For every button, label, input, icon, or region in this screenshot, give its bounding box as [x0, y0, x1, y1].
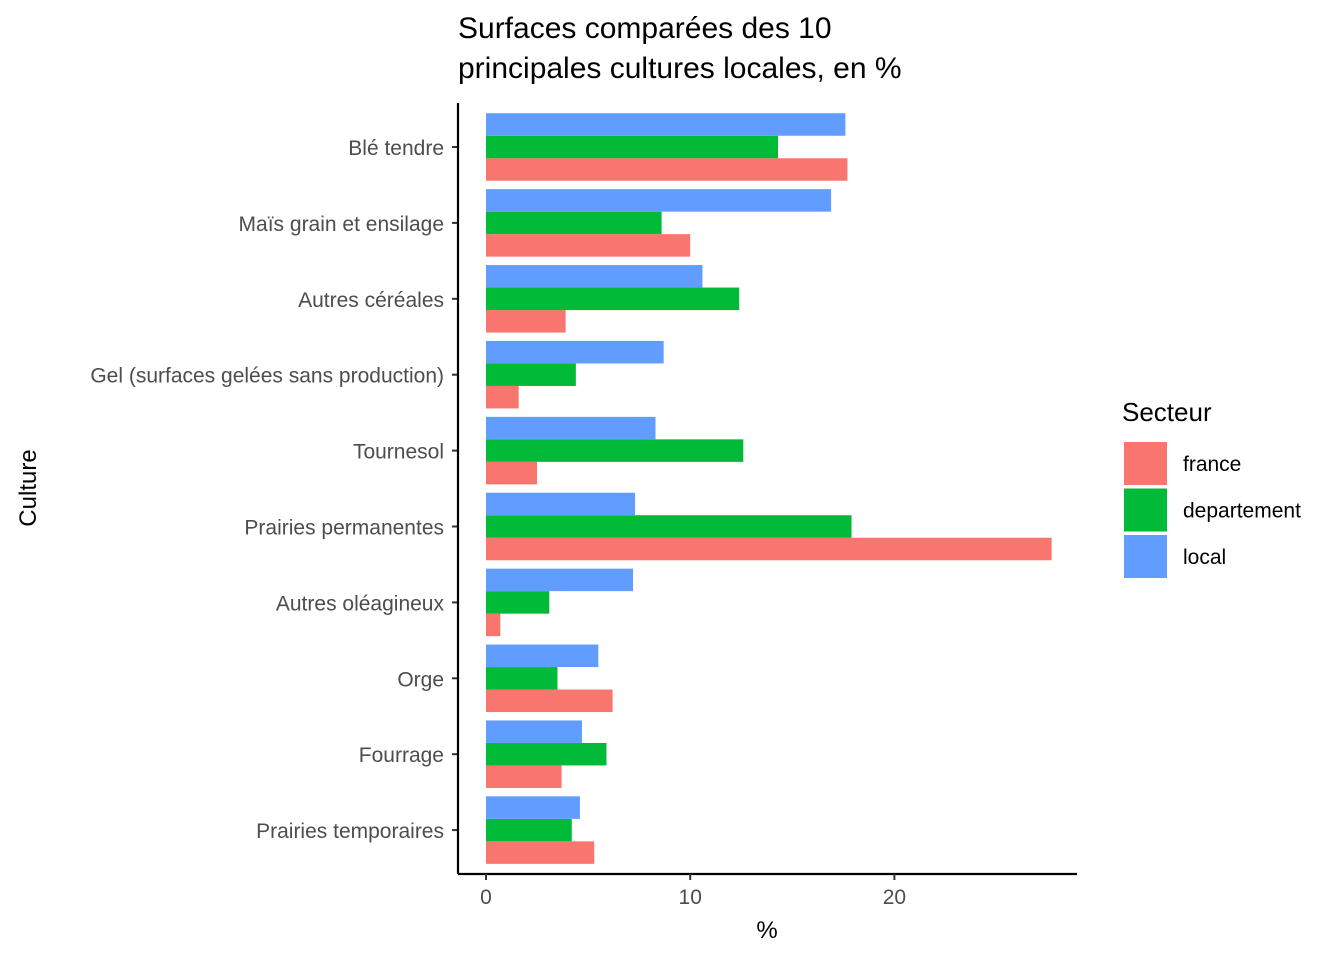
y-tick-label: Orge [397, 668, 444, 691]
bar-departement-4 [486, 439, 744, 462]
bar-france-6 [486, 613, 501, 637]
y-tick-label: Maïs grain et ensilage [239, 213, 444, 236]
y-axis-label: Culture [15, 449, 42, 526]
chart-title-line-2: principales cultures locales, en % [458, 52, 902, 85]
bar-local-7 [486, 644, 599, 668]
bar-departement-7 [486, 667, 558, 690]
bar-local-4 [486, 416, 656, 440]
bar-local-2 [486, 265, 703, 288]
bar-local-9 [486, 796, 580, 819]
bar-france-1 [486, 234, 691, 257]
y-tick-label: Prairies permanentes [244, 517, 444, 540]
bar-local-6 [486, 568, 634, 592]
legend-key-local [1124, 535, 1167, 578]
bar-france-9 [486, 841, 595, 864]
y-tick-label: Fourrage [359, 744, 444, 767]
bar-local-5 [486, 492, 636, 516]
bar-france-3 [486, 385, 519, 409]
bar-departement-5 [486, 515, 852, 538]
bar-departement-2 [486, 287, 740, 311]
legend-label-local: local [1183, 546, 1226, 569]
bar-local-3 [486, 340, 664, 364]
x-tick-label: 0 [480, 886, 492, 909]
y-tick-label: Autres céréales [298, 289, 444, 312]
bar-france-5 [486, 537, 1052, 561]
bar-france-0 [486, 158, 848, 181]
y-axis: Blé tendre Maïs grain et ensilage Autres c… [90, 103, 460, 874]
bar-departement-3 [486, 363, 576, 386]
y-tick-label: Blé tendre [348, 137, 444, 160]
legend-key-france [1124, 442, 1167, 485]
bar-local-8 [486, 720, 582, 743]
legend-label-france: france [1183, 453, 1241, 476]
bar-departement-9 [486, 818, 572, 842]
bar-france-8 [486, 765, 562, 788]
bar-france-2 [486, 310, 566, 333]
legend-label-departement: departement [1183, 500, 1301, 523]
bar-local-1 [486, 189, 832, 212]
y-tick-label: Gel (surfaces gelées sans production) [90, 365, 444, 388]
y-tick-label: Autres oléagineux [276, 592, 445, 615]
x-tick-label: 10 [679, 886, 702, 909]
x-tick-label: 20 [883, 886, 906, 909]
chart-title-line-1: Surfaces comparées des 10 [458, 12, 832, 45]
legend-key-departement [1124, 488, 1167, 532]
legend: Secteur france departement local [1122, 397, 1301, 578]
bar-local-0 [486, 113, 846, 136]
bar-departement-0 [486, 135, 779, 159]
bar-departement-8 [486, 742, 607, 766]
bars-layer [486, 113, 1052, 864]
x-axis-label: % [756, 917, 777, 944]
bar-departement-1 [486, 211, 662, 235]
bar-departement-6 [486, 591, 550, 614]
y-tick-label: Tournesol [353, 441, 444, 464]
bar-france-4 [486, 461, 538, 485]
x-axis: 0 10 20 [458, 872, 1077, 909]
y-tick-label: Prairies temporaires [256, 820, 444, 843]
legend-title: Secteur [1122, 397, 1212, 427]
bar-france-7 [486, 689, 613, 713]
